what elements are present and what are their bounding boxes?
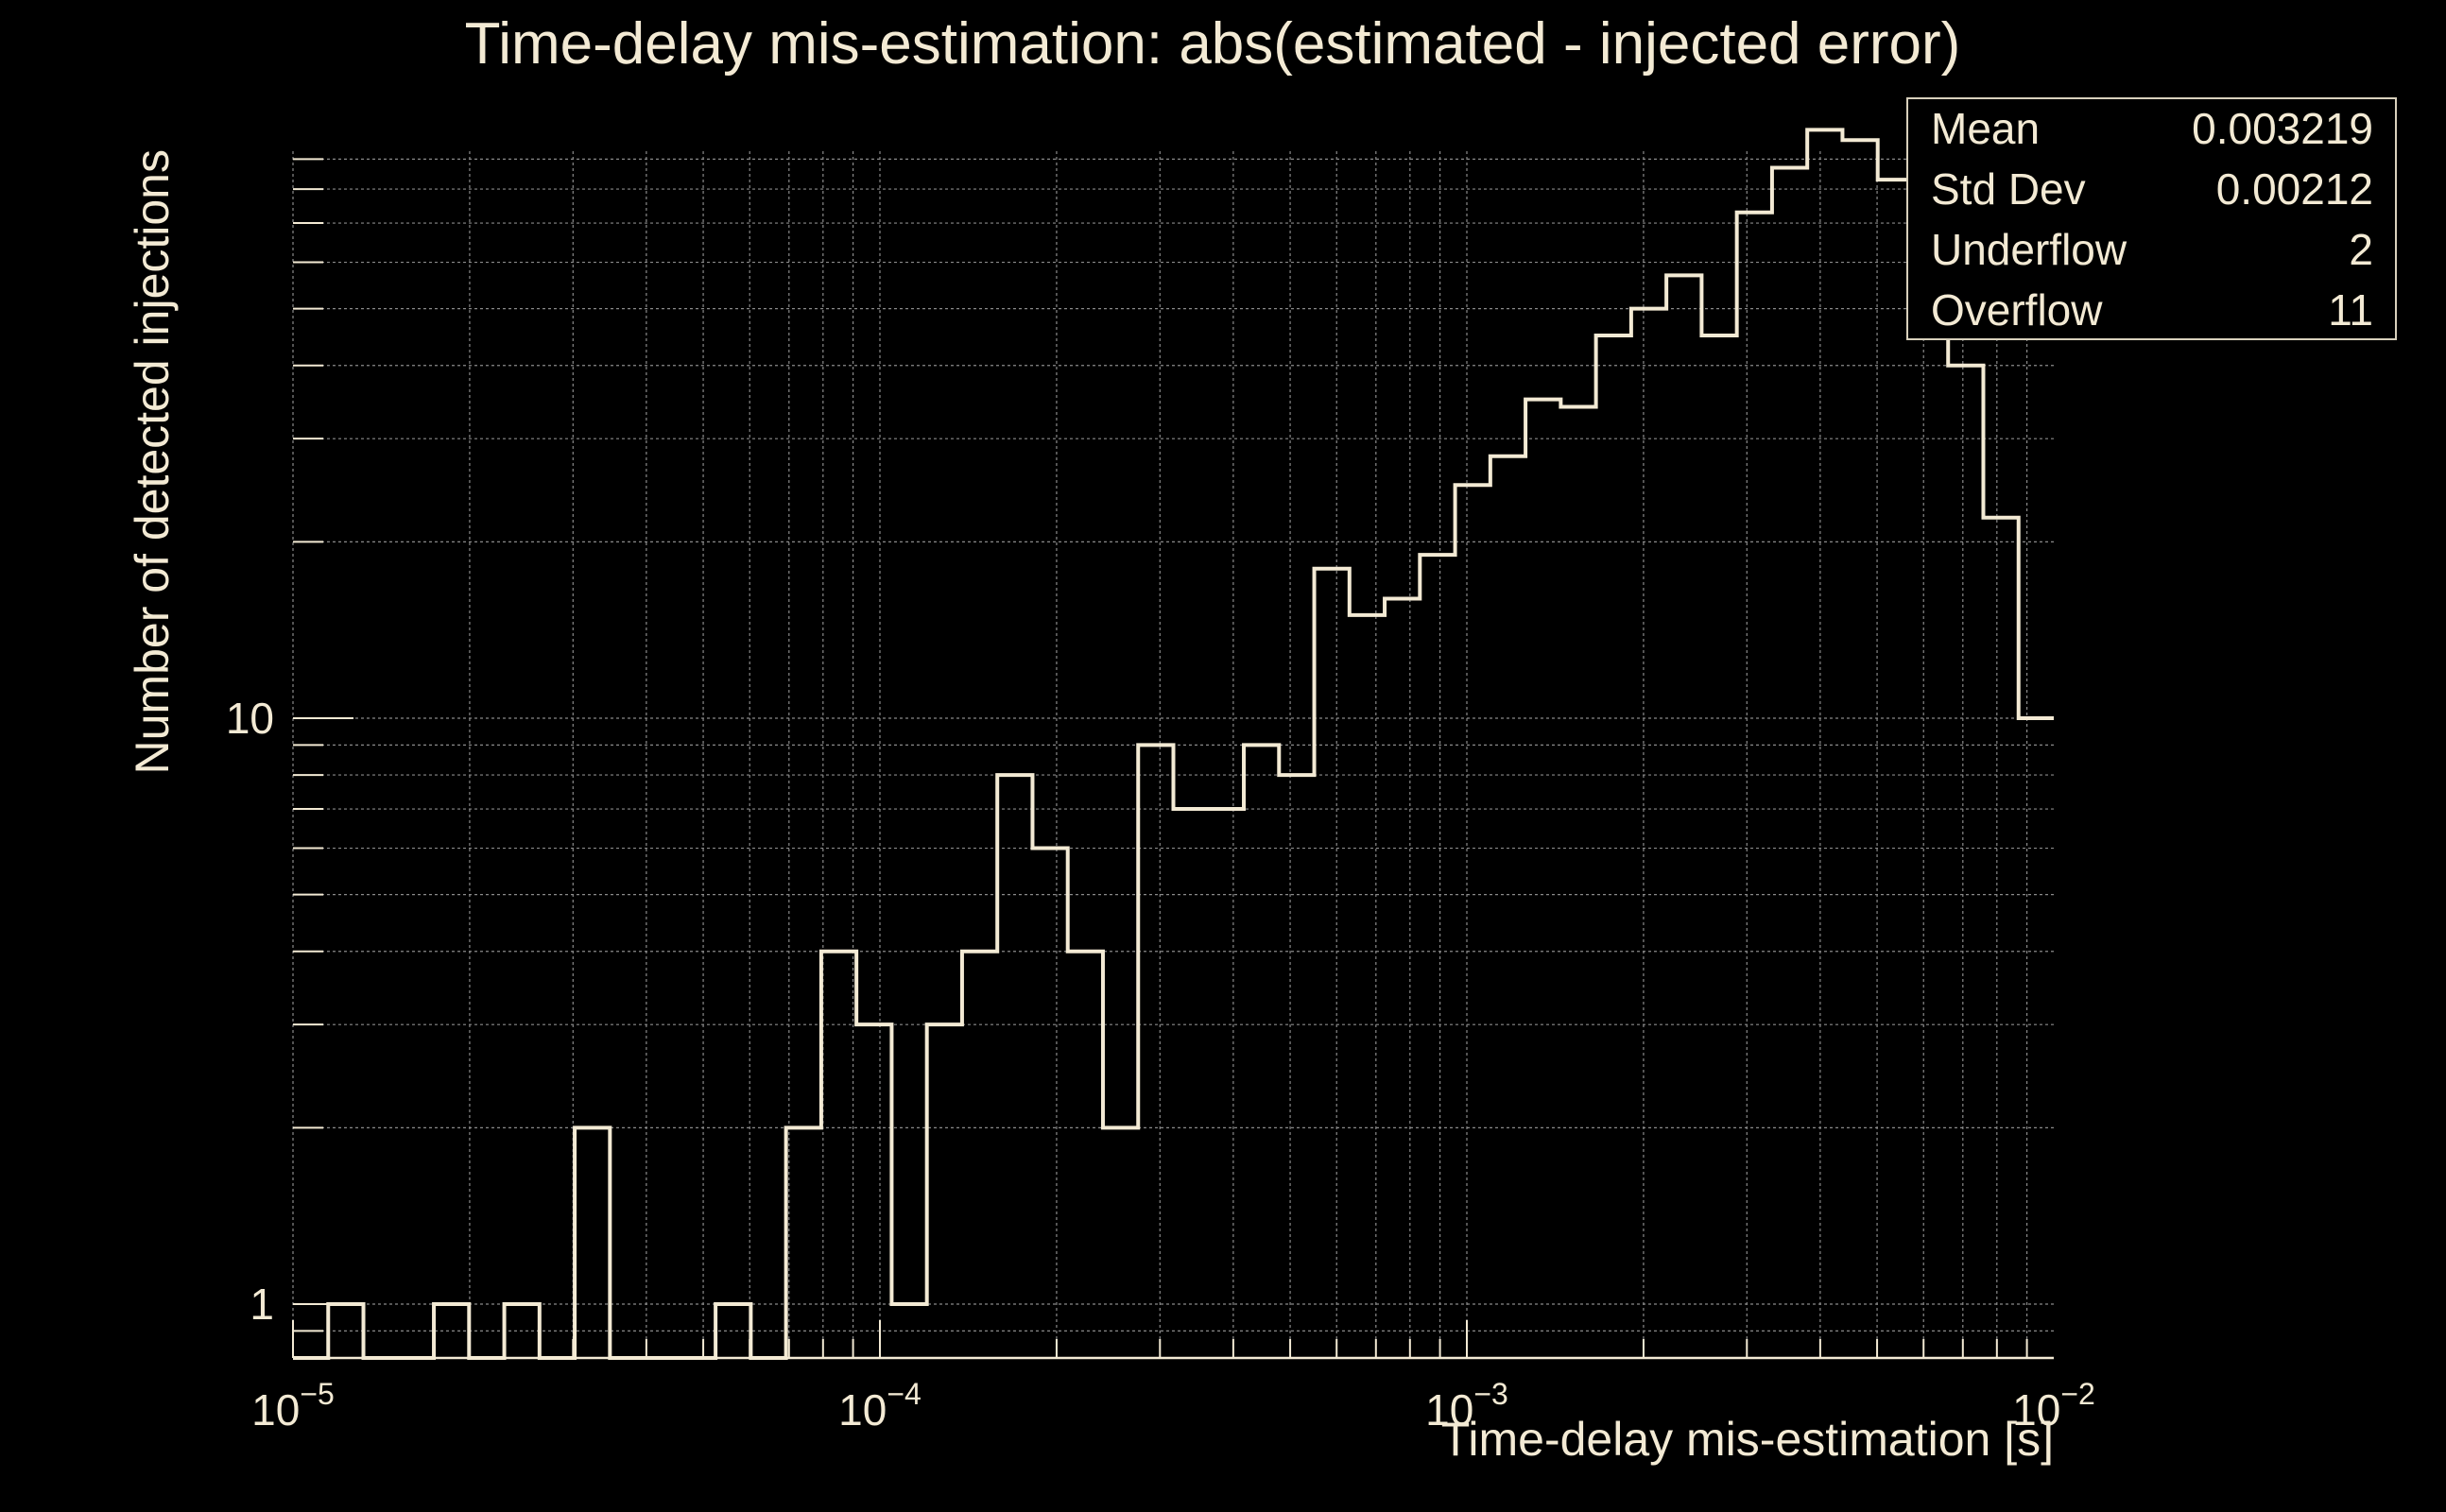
stats-value: 0.003219 <box>2192 104 2373 153</box>
stats-box-frame <box>1906 97 2397 340</box>
stats-value: 2 <box>2349 225 2373 274</box>
stats-label: Underflow <box>1931 225 2127 274</box>
stats-label: Std Dev <box>1931 164 2086 214</box>
stats-value: 11 <box>2328 285 2373 335</box>
y-tick-label: 10 <box>226 694 274 743</box>
stats-value: 0.00212 <box>2216 164 2373 214</box>
histogram-line <box>293 128 2054 1360</box>
grid-layer <box>292 151 2054 1358</box>
x-tick-label: 10−4 <box>838 1377 922 1435</box>
x-axis-label: Time-delay mis-estimation [s] <box>1441 1413 2054 1466</box>
y-axis-label: Number of detected injections <box>126 149 179 774</box>
stats-label: Mean <box>1931 104 2040 153</box>
x-tick-label: 10−5 <box>251 1377 335 1435</box>
tick-layer: 10−5 10−4 10−3 10−2 1 10 <box>226 158 2095 1435</box>
y-tick-label: 1 <box>250 1280 274 1329</box>
chart-title: Time-delay mis-estimation: abs(estimated… <box>465 11 1961 77</box>
x-tick-label: 10−3 <box>1425 1377 1508 1435</box>
x-tick-label: 10−2 <box>2012 1377 2095 1435</box>
stats-box: Mean 0.003219 Std Dev 0.00212 Underflow 2 Over… <box>1906 97 2397 340</box>
stats-label: Overflow <box>1931 285 2103 335</box>
